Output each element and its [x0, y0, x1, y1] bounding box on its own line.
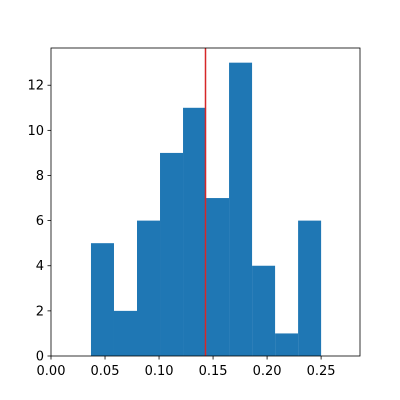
bar: [160, 152, 184, 356]
y-tick-label: 6: [36, 214, 44, 229]
y-tick-label: 12: [27, 79, 44, 94]
bar: [275, 333, 299, 356]
bar: [252, 265, 276, 356]
bar: [183, 107, 207, 357]
x-tick-label: 0.05: [91, 364, 120, 379]
y-tick-label: 8: [36, 169, 44, 184]
x-tick-label: 0.15: [199, 364, 228, 379]
bar: [298, 220, 322, 356]
x-tick-label: 0.00: [37, 364, 66, 379]
bar: [90, 243, 114, 356]
axes-frame: [50, 47, 361, 357]
y-tick-label: 0: [36, 350, 44, 365]
bar: [229, 62, 253, 357]
bar: [206, 198, 230, 356]
bar: [137, 220, 161, 356]
x-tick-label: 0.10: [145, 364, 174, 379]
bar: [113, 310, 138, 356]
y-tick-label: 10: [27, 124, 44, 139]
x-tick-label: 0.25: [307, 364, 336, 379]
y-tick-label: 2: [36, 304, 44, 319]
y-tick-label: 4: [36, 259, 44, 274]
x-tick-label: 0.20: [253, 364, 282, 379]
